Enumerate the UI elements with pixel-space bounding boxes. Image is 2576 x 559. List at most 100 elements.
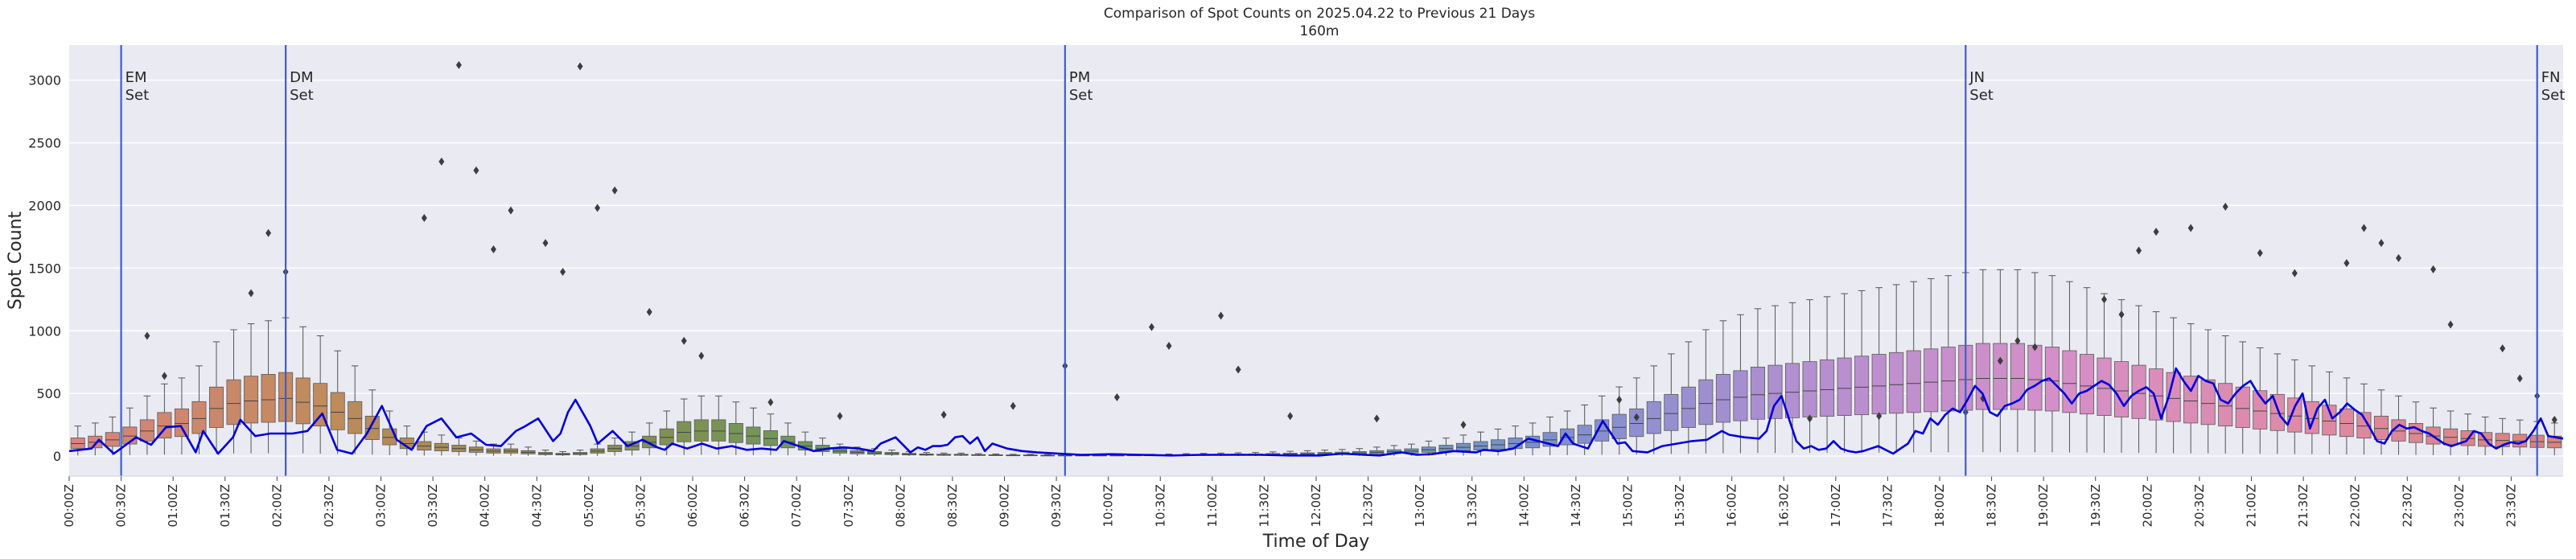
box-iqr [693, 419, 709, 442]
outlier-point [1876, 412, 1883, 421]
box-iqr [2062, 350, 2077, 413]
box-iqr [2443, 428, 2459, 446]
outlier-point [438, 157, 445, 166]
event-label: DM Set [290, 69, 314, 104]
box-iqr [244, 376, 259, 424]
box-iqr [1646, 401, 1661, 434]
box-iqr [728, 423, 743, 443]
x-tick-label: 10:30Z [1153, 484, 1167, 528]
x-tick-label: 20:30Z [2192, 484, 2207, 528]
x-tick-label: 19:00Z [2036, 484, 2051, 528]
outlier-point [1616, 395, 1623, 404]
y-tick-label: 2500 [28, 136, 61, 151]
x-tick-label: 14:30Z [1569, 484, 1583, 528]
box-iqr [1750, 366, 1765, 420]
y-tick-label: 0 [53, 449, 61, 464]
outlier-point [542, 239, 549, 248]
x-tick-label: 05:00Z [582, 484, 596, 528]
outlier-point [577, 62, 583, 71]
outlier-point [1997, 356, 2003, 365]
outlier-point [2222, 203, 2228, 211]
outlier-point [681, 336, 687, 345]
outlier-point [2031, 343, 2038, 351]
x-tick-label: 16:30Z [1776, 484, 1791, 528]
outlier-point [2360, 224, 2367, 232]
box-iqr [2409, 423, 2424, 443]
outlier-point [2447, 320, 2454, 329]
box-iqr [2322, 405, 2337, 436]
box-iqr [2339, 408, 2354, 438]
box-iqr [659, 428, 674, 446]
x-tick-label: 15:30Z [1673, 484, 1687, 528]
outlier-point [1287, 412, 1294, 421]
box-iqr [1715, 374, 1730, 423]
y-axis-label: Spot Count [6, 211, 26, 310]
x-tick-label: 22:30Z [2400, 484, 2414, 528]
outlier-point [421, 214, 427, 223]
box-iqr [2114, 361, 2130, 417]
outlier-point [646, 307, 652, 316]
box-plots [70, 60, 2562, 457]
x-tick-label: 03:30Z [426, 484, 440, 528]
outlier-point [455, 60, 462, 69]
box-iqr [711, 419, 726, 442]
box-iqr [2166, 372, 2181, 422]
box-iqr [677, 421, 692, 442]
x-tick-label: 07:00Z [789, 484, 804, 528]
x-tick-label: 17:30Z [1880, 484, 1895, 528]
box-iqr [295, 377, 311, 425]
outlier-point [2378, 239, 2385, 248]
x-tick-label: 14:00Z [1516, 484, 1531, 528]
box-iqr [746, 426, 761, 445]
box-iqr [1940, 347, 1956, 412]
x-tick-label: 13:30Z [1465, 484, 1479, 528]
outlier-point [2118, 310, 2125, 319]
box-iqr [2027, 344, 2043, 411]
box-iqr [191, 401, 207, 434]
chart-subtitle: 160m [1299, 23, 1339, 39]
outlier-point [1460, 421, 1467, 430]
outlier-point [611, 186, 618, 195]
box-iqr [2269, 393, 2285, 431]
box-iqr [2287, 397, 2302, 433]
box-iqr [1681, 386, 1696, 428]
x-tick-label: 12:30Z [1361, 484, 1376, 528]
x-tick-label: 02:00Z [270, 484, 284, 528]
outlier-point [1235, 365, 1241, 374]
x-tick-label: 09:30Z [1049, 484, 1064, 528]
box-iqr [2235, 386, 2250, 428]
outlier-point [473, 166, 479, 175]
x-tick-label: 09:00Z [998, 484, 1012, 528]
box-iqr [261, 374, 276, 423]
outlier-point [2500, 344, 2506, 353]
event-markers: EM Set DM Set PM Set JN Set FN Set [120, 45, 2566, 476]
x-tick-label: 04:00Z [478, 484, 492, 528]
outlier-point [767, 398, 774, 407]
outlier-point [2551, 415, 2557, 424]
box-iqr [364, 415, 380, 440]
box-iqr [1820, 359, 1835, 417]
y-tick-label: 1000 [28, 323, 61, 339]
outlier-point [1148, 323, 1154, 331]
outlier-point [248, 289, 254, 298]
outlier-point [2395, 253, 2401, 262]
box-iqr [330, 392, 345, 430]
x-tick-label: 06:30Z [738, 484, 752, 528]
x-tick-label: 10:00Z [1101, 484, 1116, 528]
outlier-point [1633, 413, 1640, 421]
x-tick-label: 18:00Z [1932, 484, 1947, 528]
outlier-point [1113, 393, 1120, 401]
outlier-point [2430, 265, 2437, 273]
x-tick-label: 13:00Z [1413, 484, 1427, 528]
event-label: FN Set [2541, 69, 2566, 104]
outlier-point [940, 410, 947, 419]
box-iqr [1854, 356, 1870, 416]
box-iqr [1698, 379, 1714, 425]
outlier-point [265, 228, 272, 237]
box-iqr [2356, 412, 2372, 439]
x-tick-label: 12:00Z [1309, 484, 1323, 528]
current-day-line [68, 367, 2564, 457]
outlier-point [2014, 336, 2021, 345]
box-iqr [2097, 357, 2112, 416]
